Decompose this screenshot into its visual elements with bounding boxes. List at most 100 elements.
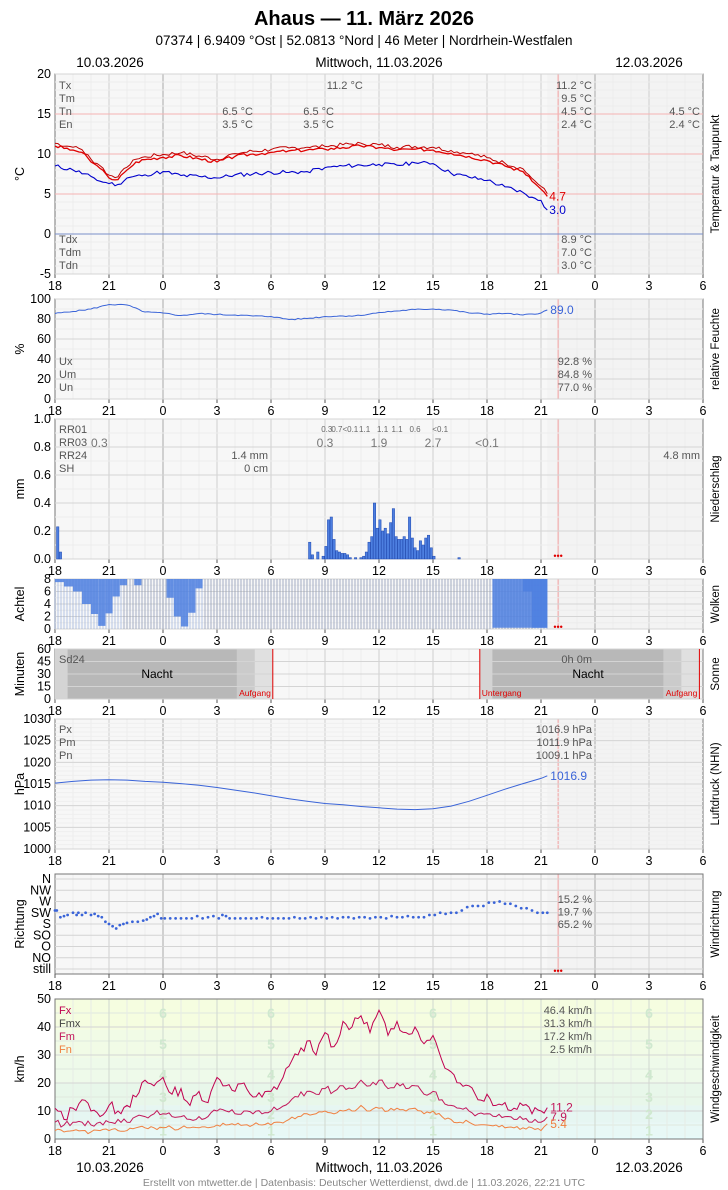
- legend-entry: Tdn: [59, 260, 78, 272]
- x-tick-label: 18: [480, 634, 494, 648]
- stat-value: 15.2 %: [558, 894, 592, 906]
- stat-value: 1011.9 hPa: [537, 737, 593, 749]
- stat-value: 8.9 °C: [561, 234, 592, 246]
- wind-direction-point: [163, 916, 167, 920]
- precipitation-bar: [389, 522, 393, 560]
- x-tick-label: 18: [48, 1144, 62, 1158]
- x-tick-label: 18: [48, 279, 62, 293]
- y-tick-label: 10: [37, 147, 51, 161]
- rr01-label: 1.1: [377, 425, 389, 434]
- wind-direction-point: [228, 916, 232, 920]
- x-tick-label: 21: [534, 1144, 548, 1158]
- x-tick-label: 6: [268, 1144, 275, 1158]
- x-tick-label: 6: [268, 634, 275, 648]
- wind-gust-line: [54, 1009, 548, 1121]
- x-tick-label: 18: [48, 564, 62, 578]
- x-tick-label: 18: [480, 564, 494, 578]
- y-tick-label: 45: [37, 655, 51, 669]
- precipitation-bar: [354, 557, 358, 560]
- wind-direction-point: [374, 915, 377, 919]
- end-label-temperature: 4.7: [549, 189, 566, 203]
- y-tick-label: 30: [37, 667, 51, 681]
- wind-direction-point: [159, 916, 163, 920]
- beaufort-label: 2: [429, 1106, 437, 1122]
- wind-direction-point: [206, 915, 210, 919]
- stat-value: 84.8 %: [558, 369, 592, 381]
- wind-direction-point: [149, 915, 152, 919]
- beaufort-label: 6: [429, 1005, 437, 1021]
- wind-direction-point: [152, 914, 156, 918]
- y-tick-label: 4: [44, 597, 51, 611]
- page-title: Ahaus — 11. März 2026: [254, 8, 474, 30]
- cloud-cover-block: [173, 579, 181, 617]
- x-tick-label: 15: [426, 979, 440, 993]
- wind-direction-point: [174, 916, 178, 920]
- header-date-left: 10.03.2026: [76, 55, 144, 70]
- y-tick-label: 0.4: [34, 496, 51, 510]
- wind-direction-point: [384, 916, 388, 920]
- wind-direction-point: [212, 914, 215, 918]
- legend-entry: Px: [59, 724, 72, 736]
- precipitation-bar: [378, 519, 382, 560]
- x-tick-label: 9: [322, 1144, 329, 1158]
- y-axis-label: Richtung: [13, 899, 27, 948]
- wind-direction-point: [401, 915, 404, 919]
- side-label: Windgeschwindigkeit: [710, 1015, 722, 1123]
- y-tick-label: O: [41, 940, 51, 954]
- rr01-label: 0.3: [321, 425, 333, 434]
- precipitation-bar: [418, 540, 422, 560]
- beaufort-label: 1: [267, 1123, 275, 1139]
- wind-direction-point: [287, 916, 291, 920]
- x-tick-label: 6: [700, 979, 707, 993]
- y-tick-label: 1010: [23, 799, 51, 813]
- legend-entry: Tdx: [59, 234, 78, 246]
- side-label: Niederschlag: [710, 455, 722, 522]
- wind-direction-point: [368, 916, 372, 920]
- rr03-label: 1.9: [371, 436, 388, 450]
- x-tick-label: 15: [426, 854, 440, 868]
- y-tick-label: 1015: [23, 777, 51, 791]
- stat-value: 65.2 %: [558, 919, 592, 931]
- x-tick-label: 18: [48, 404, 62, 418]
- wind-direction-point: [444, 912, 447, 916]
- stat-value: 17.2 km/h: [544, 1031, 592, 1043]
- cloud-cover-block: [134, 579, 142, 586]
- footer-date-left: 10.03.2026: [76, 1160, 144, 1175]
- wind-direction-point: [233, 916, 237, 920]
- end-label-min: 5.4: [550, 1117, 567, 1131]
- wind-direction-point: [255, 916, 258, 920]
- cloud-cover-block: [98, 579, 106, 626]
- legend-entry: Fmx: [59, 1018, 81, 1030]
- legend-entry: En: [59, 119, 72, 131]
- legend-entry: SH: [59, 463, 74, 475]
- wind-direction-point: [314, 916, 318, 920]
- wind-direction-point: [347, 915, 350, 919]
- y-tick-label: 0: [44, 622, 51, 636]
- beaufort-label: 5: [267, 1036, 275, 1052]
- wind-direction-point: [411, 915, 415, 919]
- x-tick-label: 15: [426, 404, 440, 418]
- cloud-cover-block: [73, 579, 82, 592]
- cloud-cover-block: [64, 579, 73, 587]
- legend-entry: Tm: [59, 93, 75, 105]
- wind-direction-point: [482, 904, 485, 908]
- x-tick-label: 3: [646, 634, 653, 648]
- x-tick-label: 15: [426, 1144, 440, 1158]
- y-tick-label: 1.0: [34, 412, 51, 426]
- precipitation-bar: [400, 539, 403, 560]
- precipitation-bar: [402, 536, 406, 560]
- x-tick-label: 0: [160, 1144, 167, 1158]
- precipitation-bar: [391, 508, 395, 560]
- x-tick-label: 0: [160, 979, 167, 993]
- rr03-label: 2.7: [425, 436, 442, 450]
- wind-direction-point: [352, 916, 356, 920]
- x-tick-label: 3: [646, 564, 653, 578]
- wind-direction-point: [460, 909, 464, 912]
- beaufort-label: 4: [429, 1067, 437, 1083]
- wind-direction-point: [395, 915, 399, 919]
- beaufort-label: 3: [159, 1089, 167, 1105]
- beaufort-label: 5: [159, 1036, 167, 1052]
- y-axis-label: mm: [13, 479, 27, 500]
- y-tick-label: 0: [44, 692, 51, 706]
